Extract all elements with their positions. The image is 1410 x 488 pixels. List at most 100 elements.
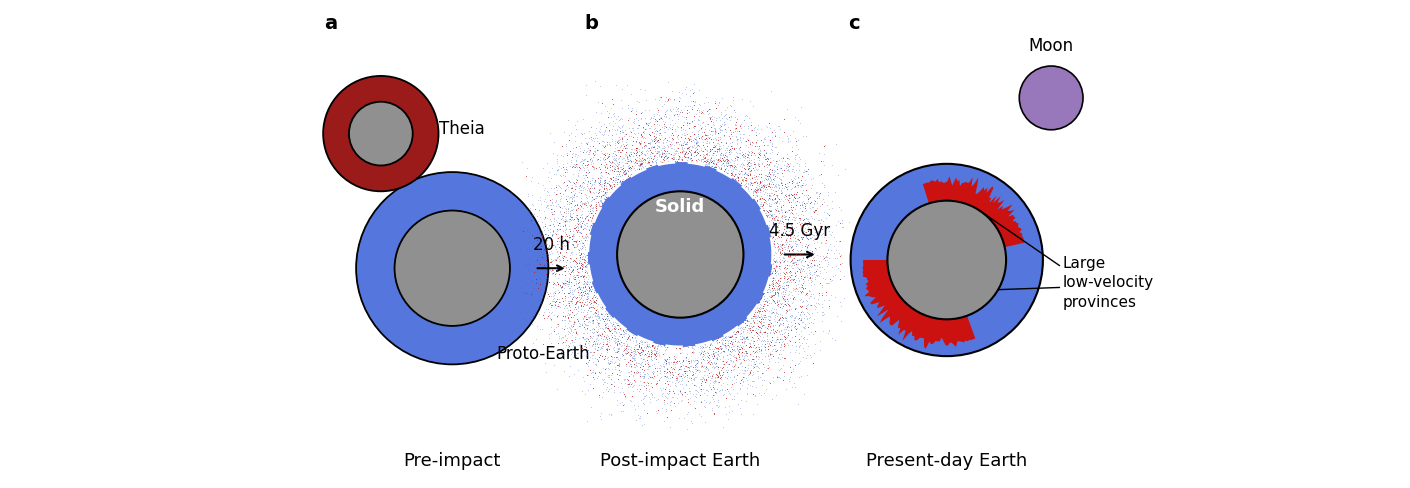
Point [684, 361, 706, 368]
Point [766, 224, 788, 232]
Point [605, 267, 627, 275]
Point [581, 247, 603, 255]
Point [760, 206, 783, 214]
Point [526, 243, 548, 251]
Point [736, 321, 759, 329]
Point [778, 269, 801, 277]
Point [712, 335, 735, 343]
Point [718, 343, 740, 350]
Point [752, 302, 774, 310]
Point [704, 163, 726, 171]
Point [530, 232, 553, 240]
Point [718, 388, 740, 396]
Point [564, 303, 587, 311]
Point [704, 130, 726, 138]
Point [742, 350, 764, 358]
Point [644, 325, 667, 333]
Point [791, 242, 814, 249]
Point [603, 215, 626, 223]
Point [790, 211, 812, 219]
Point [671, 336, 694, 344]
Point [709, 345, 732, 352]
Point [551, 301, 574, 308]
Point [612, 176, 634, 184]
Point [684, 172, 706, 180]
Point [561, 274, 584, 282]
Point [729, 155, 752, 163]
Point [627, 125, 650, 133]
Point [728, 327, 750, 335]
Point [595, 240, 618, 247]
Point [663, 120, 685, 128]
Point [797, 218, 819, 226]
Point [594, 228, 616, 236]
Point [752, 278, 774, 285]
Point [689, 157, 712, 164]
Point [722, 302, 744, 309]
Point [721, 211, 743, 219]
Point [735, 217, 757, 224]
Point [554, 336, 577, 344]
Point [737, 167, 760, 175]
Point [701, 136, 723, 143]
Point [668, 365, 691, 373]
Point [767, 290, 790, 298]
Point [602, 292, 625, 300]
Point [634, 196, 657, 204]
Point [585, 217, 608, 224]
Point [609, 388, 632, 396]
Point [675, 328, 698, 336]
Point [743, 312, 766, 320]
Point [581, 328, 603, 336]
Point [580, 155, 602, 163]
Point [759, 352, 781, 360]
Point [618, 208, 640, 216]
Point [598, 256, 620, 264]
Point [540, 339, 563, 347]
Point [825, 263, 847, 270]
Point [787, 288, 809, 296]
Point [570, 308, 592, 316]
Point [684, 328, 706, 336]
Point [658, 389, 681, 397]
Point [598, 141, 620, 149]
Point [654, 359, 677, 367]
Point [705, 373, 728, 381]
Point [674, 363, 697, 370]
Point [797, 196, 819, 203]
Point [730, 226, 753, 234]
Point [596, 324, 619, 332]
Point [619, 192, 642, 200]
Point [554, 164, 577, 172]
Point [733, 123, 756, 131]
Point [667, 183, 689, 190]
Point [689, 332, 712, 340]
Point [761, 285, 784, 293]
Point [608, 345, 630, 352]
Point [736, 231, 759, 239]
Point [681, 371, 704, 379]
Point [609, 173, 632, 181]
Point [599, 209, 622, 217]
Point [790, 226, 812, 234]
Point [768, 175, 791, 183]
Point [527, 207, 550, 215]
Point [546, 320, 568, 328]
Point [726, 390, 749, 398]
Point [759, 260, 781, 267]
Point [612, 213, 634, 221]
Point [623, 312, 646, 320]
Point [644, 190, 667, 198]
Point [605, 203, 627, 211]
Point [530, 242, 553, 249]
Point [571, 180, 594, 188]
Point [711, 190, 733, 198]
Point [663, 399, 685, 407]
Point [705, 344, 728, 352]
Point [620, 194, 643, 202]
Point [744, 383, 767, 391]
Point [753, 142, 776, 149]
Point [788, 250, 811, 258]
Point [761, 181, 784, 188]
Point [691, 328, 713, 336]
